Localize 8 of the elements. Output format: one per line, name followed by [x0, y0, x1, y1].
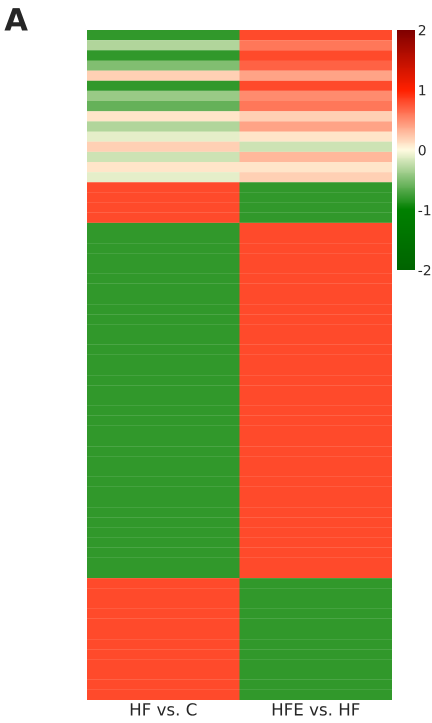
color-bar-label: 1	[419, 85, 426, 96]
text: A	[4, 8, 28, 30]
color-bar-label: 0	[418, 144, 426, 156]
color-bar-label: -2	[418, 264, 430, 276]
color-bar-label: 2	[418, 24, 426, 36]
color-bar-label: -1	[418, 205, 430, 216]
x-tick-label: HFE vs. HF	[272, 703, 360, 716]
x-tick-label: HF vs. C	[130, 703, 196, 716]
